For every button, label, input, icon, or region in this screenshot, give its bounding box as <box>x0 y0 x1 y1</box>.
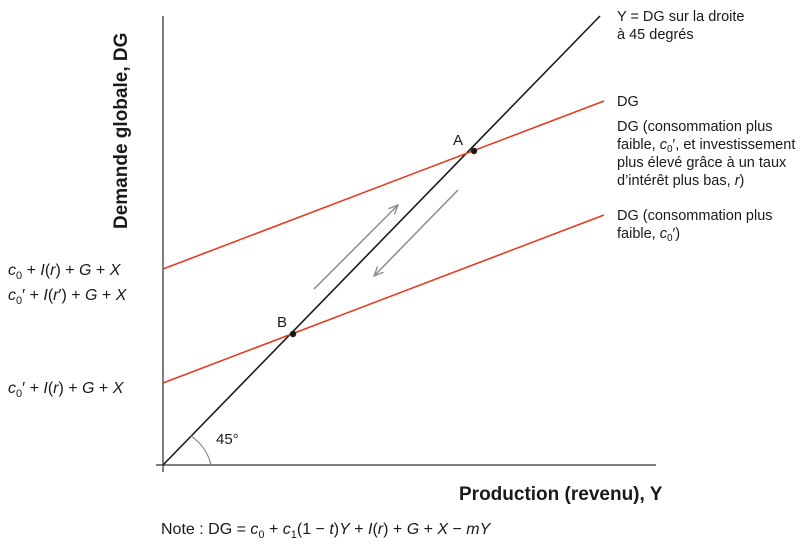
arrow-up <box>313 205 398 290</box>
label-low-2: faible, c0′) <box>617 226 680 244</box>
angle-label: 45° <box>216 431 239 448</box>
label-mid-3: plus élevé grâce à un taux <box>617 155 787 171</box>
dg-line-top <box>162 100 605 270</box>
label-mid-2: faible, c0′, et investissement <box>617 137 795 155</box>
label-dg: DG <box>617 94 639 110</box>
label-low-1: DG (consommation plus <box>617 208 773 224</box>
arrow-down <box>374 189 459 276</box>
line-45-degree <box>162 15 601 466</box>
intercept-label-top-1: c0 + I(r) + G + X <box>8 262 122 282</box>
dg-line-bottom <box>162 214 605 384</box>
label-mid-4: d’intérêt plus bas, r) <box>617 173 744 189</box>
point-a <box>470 147 478 155</box>
intercept-label-bottom: c0′ + I(r) + G + X <box>8 380 125 400</box>
note-equation: Note : DG = c0 + c1(1 − t)Y + I(r) + G +… <box>161 521 492 541</box>
point-a-label: A <box>453 132 463 149</box>
point-b-label: B <box>277 314 287 331</box>
label-45-line-1: Y = DG sur la droite <box>617 9 744 25</box>
y-axis-title: Demande globale, DG <box>111 33 132 229</box>
label-45-line-2: à 45 degrés <box>617 27 694 43</box>
label-mid-1: DG (consommation plus <box>617 119 773 135</box>
intercept-label-top-2: c0′ + I(r′) + G + X <box>8 287 128 307</box>
angle-arc <box>190 435 212 466</box>
point-b <box>289 330 297 338</box>
x-axis-title: Production (revenu), Y <box>459 484 663 505</box>
